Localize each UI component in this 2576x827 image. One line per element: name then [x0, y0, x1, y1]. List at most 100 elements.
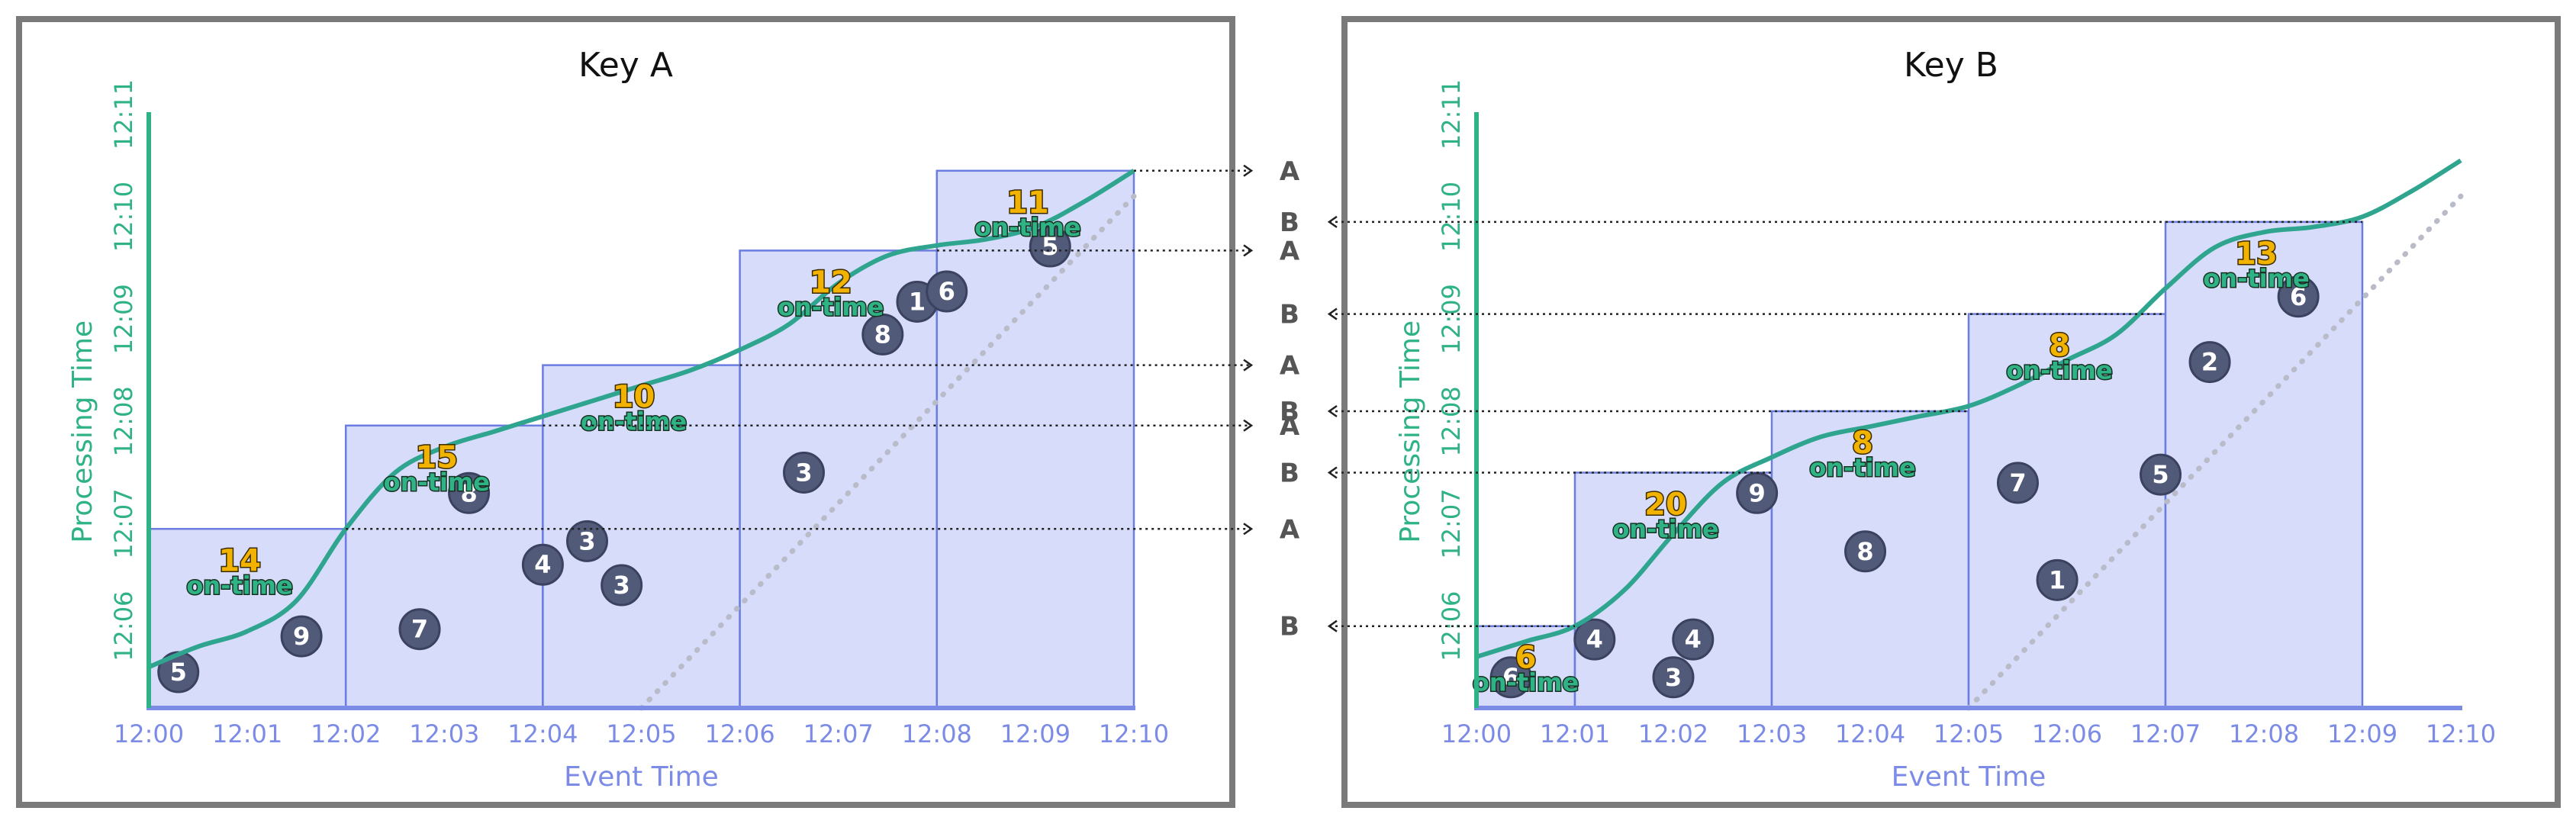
pane-value: 8 [2049, 329, 2070, 364]
y-tick-label: 12:07 [1437, 488, 1466, 558]
trigger-key-letter: B [1280, 300, 1299, 330]
data-point-b-8: 1 [2036, 558, 2079, 601]
data-point-a-12: 5 [1029, 225, 1071, 268]
arrow-left-icon [1327, 404, 1338, 418]
trigger-key-letter: B [1280, 612, 1299, 642]
pane-result-label-b-4: 8on-time [2005, 327, 2114, 386]
data-point-label: 5 [170, 658, 187, 687]
trigger-key-letter: A [1280, 156, 1300, 187]
data-point-label: 1 [909, 287, 926, 316]
x-tick-label: 12:00 [114, 719, 184, 748]
data-point-label: 3 [613, 571, 630, 600]
data-point-b-1: 6 [1489, 656, 1532, 699]
trigger-marker-4: B [1280, 300, 2165, 330]
data-point-label: 8 [460, 478, 477, 507]
window-pane-b-3 [1770, 410, 1970, 710]
watermark-curve [147, 169, 1135, 670]
data-point-label: 6 [2290, 282, 2307, 311]
data-point-a-2: 9 [280, 615, 323, 658]
y-tick-label: 12:10 [1437, 182, 1466, 252]
trigger-key-letter: A [1280, 411, 1300, 442]
data-point-a-9: 8 [861, 313, 904, 356]
data-point-label: 5 [2152, 460, 2169, 489]
pane-status: on-time [974, 213, 1080, 242]
data-point-label: 9 [1749, 478, 1766, 507]
window-pane-b-4 [1967, 313, 2167, 710]
x-tick-label: 12:05 [1934, 719, 2004, 748]
pane-status: on-time [186, 571, 292, 600]
data-point-label: 9 [293, 622, 310, 651]
x-tick-label: 12:04 [507, 719, 578, 748]
arrow-left-icon [1327, 215, 1338, 228]
y-tick-label: 12:09 [1437, 284, 1466, 354]
y-tick-label: 12:11 [1437, 79, 1466, 150]
data-point-b-6: 8 [1844, 530, 1887, 573]
trigger-marker-1: A [1134, 156, 1300, 187]
y-axis-title: Processing Time [1395, 320, 1426, 543]
pane-status: on-time [384, 468, 490, 497]
data-point-b-3: 4 [1672, 618, 1715, 661]
x-tick-label: 12:01 [212, 719, 282, 748]
data-point-b-11: 6 [2277, 275, 2320, 318]
x-axis-title: Event Time [564, 761, 719, 793]
x-tick-label: 12:06 [2032, 719, 2102, 748]
x-tick-label: 12:06 [704, 719, 774, 748]
data-point-b-10: 2 [2188, 341, 2231, 384]
pane-value: 6 [1515, 641, 1537, 676]
y-tick-label: 12:06 [109, 591, 138, 661]
x-tick-label: 12:08 [902, 719, 972, 748]
pane-value: 20 [1644, 487, 1687, 522]
data-point-b-7: 7 [1997, 462, 2039, 504]
pane-status: on-time [581, 407, 687, 436]
pane-status: on-time [2203, 264, 2309, 293]
pane-result-label-b-1: 6on-time [1471, 639, 1579, 698]
trigger-marker-3: A [936, 236, 1300, 266]
arrow-left-icon [1327, 619, 1338, 632]
data-point-b-2: 4 [1573, 618, 1616, 661]
x-tick-label: 12:05 [606, 719, 676, 748]
x-tick-label: 12:10 [2426, 719, 2496, 748]
pane-value: 12 [810, 265, 852, 300]
data-point-a-5: 4 [521, 543, 564, 586]
data-point-label: 3 [1665, 663, 1682, 692]
x-tick-label: 12:03 [409, 719, 479, 748]
arrow-right-icon [1243, 359, 1254, 372]
pane-status: on-time [1612, 514, 1718, 543]
data-point-a-6: 3 [565, 520, 608, 562]
chart-title: Key A [578, 46, 673, 85]
window-pane-b-5 [2164, 220, 2364, 710]
data-point-label: 7 [2009, 468, 2026, 497]
trigger-key-letter: A [1280, 351, 1300, 381]
x-tick-label: 12:01 [1540, 719, 1610, 748]
ideal-watermark-line [639, 193, 1137, 711]
trigger-marker-9: A [346, 514, 1300, 545]
y-axis-title: Processing Time [67, 320, 98, 543]
data-point-label: 6 [939, 277, 955, 306]
x-tick-label: 12:09 [1000, 719, 1071, 748]
y-tick-label: 12:08 [109, 386, 138, 456]
trigger-key-letter: B [1280, 208, 1299, 238]
data-point-label: 5 [1042, 232, 1058, 261]
x-tick-label: 12:02 [1638, 719, 1708, 748]
data-point-label: 3 [795, 458, 812, 487]
data-point-label: 2 [2201, 348, 2218, 377]
data-point-a-1: 5 [157, 651, 200, 693]
pane-status: on-time [1809, 453, 1915, 482]
data-point-a-7: 3 [601, 564, 643, 607]
trigger-key-letter: A [1280, 514, 1300, 545]
arrow-right-icon [1243, 419, 1254, 432]
data-point-b-5: 9 [1736, 471, 1779, 514]
data-point-label: 7 [411, 615, 428, 644]
arrow-right-icon [1243, 523, 1254, 536]
x-tick-label: 12:04 [1835, 719, 1905, 748]
x-tick-label: 12:07 [2130, 719, 2201, 748]
data-point-label: 6 [1502, 663, 1519, 692]
trigger-marker-6: B [1280, 397, 1969, 427]
x-tick-label: 12:02 [311, 719, 381, 748]
pane-status: on-time [2006, 356, 2112, 385]
